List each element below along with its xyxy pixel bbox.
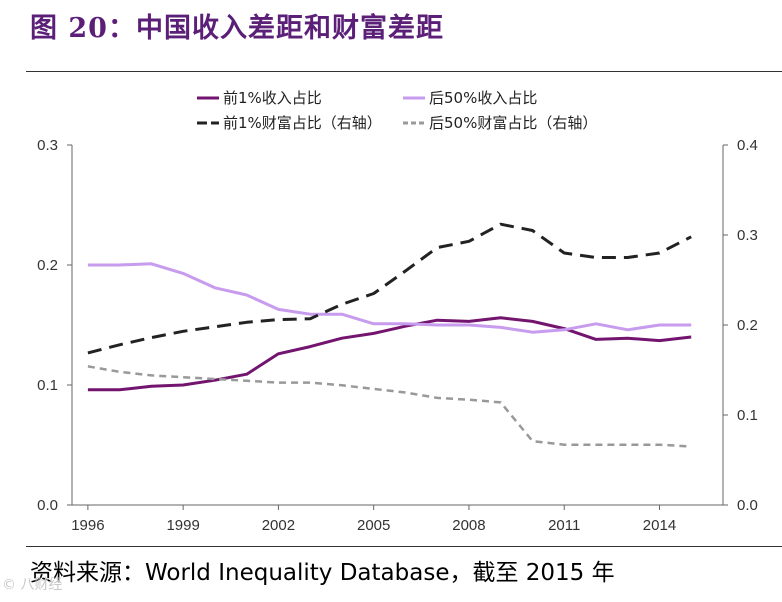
legend-label-3: 前1%财富占比（右轴） xyxy=(223,114,382,132)
right-tick-label: 0.1 xyxy=(737,407,758,424)
right-tick-label: 0.4 xyxy=(737,137,758,154)
x-tick-label: 2008 xyxy=(452,517,485,534)
legend-label-1: 前1%收入占比 xyxy=(223,89,322,107)
series-line-4 xyxy=(87,365,692,448)
top-divider xyxy=(26,71,782,72)
series-line-1 xyxy=(87,316,692,392)
x-tick-label: 1996 xyxy=(71,517,104,534)
x-tick-label: 2014 xyxy=(643,517,676,534)
bottom-divider xyxy=(26,546,782,547)
x-tick-label: 1999 xyxy=(166,517,199,534)
series-line-3 xyxy=(87,222,692,355)
right-tick-label: 0.3 xyxy=(737,227,758,244)
x-tick-label: 2005 xyxy=(357,517,390,534)
right-tick-label: 0.0 xyxy=(737,497,758,514)
series-line-2 xyxy=(87,262,692,334)
left-tick-label: 0.3 xyxy=(37,137,58,154)
chart-series xyxy=(87,222,692,448)
source-note: 资料来源：World Inequality Database，截至 2015 年 xyxy=(30,560,615,586)
legend-label-2: 后50%收入占比 xyxy=(429,89,537,107)
watermark: © 八财经 xyxy=(2,577,63,593)
x-tick-label: 2011 xyxy=(548,517,580,534)
x-tick-label: 2002 xyxy=(262,517,295,534)
left-tick-label: 0.0 xyxy=(37,497,58,514)
right-tick-label: 0.2 xyxy=(737,317,758,334)
legend-label-4: 后50%财富占比（右轴） xyxy=(429,114,597,132)
chart-ticks: 0.0 0.1 0.2 0.3 0.0 0.1 0.2 0.3 0.4 1996 1999 2002 2… xyxy=(37,137,758,534)
figure-title: 图 20：中国收入差距和财富差距 xyxy=(30,13,444,44)
left-tick-label: 0.1 xyxy=(37,377,58,394)
left-tick-label: 0.2 xyxy=(37,257,58,274)
